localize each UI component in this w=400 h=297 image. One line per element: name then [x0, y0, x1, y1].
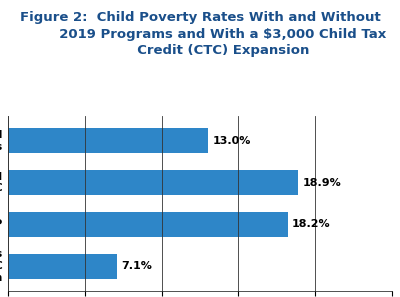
Bar: [8, 212, 288, 237]
Text: Figure 2:  Child Poverty Rates With and Without
          2019 Programs and With: Figure 2: Child Poverty Rates With and W…: [13, 11, 387, 57]
Bar: [8, 128, 208, 154]
Bar: [8, 254, 117, 279]
Text: 18.9%: 18.9%: [303, 178, 342, 188]
Text: 13.0%: 13.0%: [212, 136, 251, 146]
Text: 18.2%: 18.2%: [292, 219, 331, 229]
Text: 7.1%: 7.1%: [122, 261, 152, 271]
Bar: [8, 170, 298, 195]
